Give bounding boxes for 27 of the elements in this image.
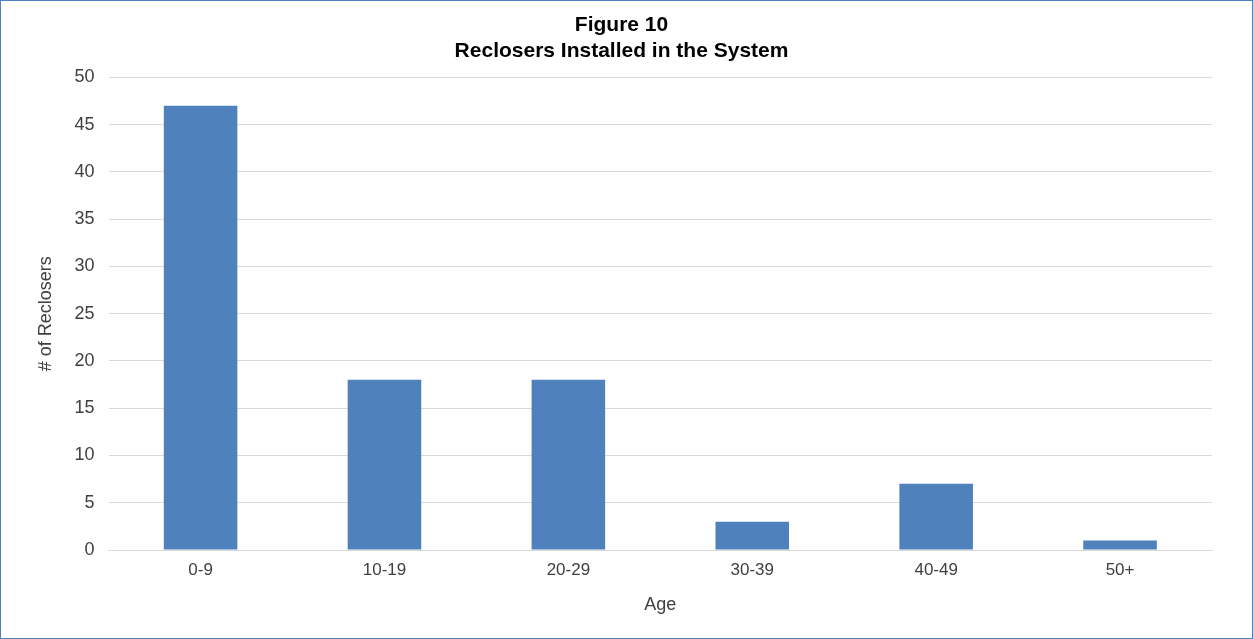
bar	[715, 521, 790, 550]
x-tick-label: 10-19	[362, 559, 407, 579]
y-tick-label: 0	[84, 538, 95, 559]
y-tick-label: 35	[74, 208, 95, 229]
y-axis-title: # of Reclosers	[34, 256, 55, 372]
bar	[531, 379, 606, 550]
y-tick-label: 20	[74, 349, 95, 370]
y-tick-label: 45	[74, 113, 95, 134]
x-axis-title: Age	[644, 594, 677, 615]
x-tick-label: 0-9	[188, 559, 213, 579]
x-tick-label: 30-39	[730, 559, 774, 579]
y-tick-label: 40	[74, 160, 95, 181]
bar	[163, 105, 238, 550]
chart-subtitle: Reclosers Installed in the System	[454, 37, 789, 61]
y-tick-label: 5	[84, 491, 95, 512]
chart-title: Figure 10	[574, 12, 669, 36]
x-tick-label: 20-29	[546, 559, 591, 579]
y-tick-label: 50	[74, 66, 95, 87]
y-tick-label: 10	[74, 444, 95, 465]
bar	[347, 379, 422, 550]
x-tick-label: 40-49	[914, 559, 958, 579]
y-tick-label: 15	[74, 397, 95, 418]
bar	[1083, 540, 1157, 550]
x-tick-label: 50+	[1105, 559, 1135, 579]
bar	[899, 483, 973, 550]
y-tick-label: 25	[74, 302, 95, 323]
y-tick-label: 30	[74, 255, 95, 276]
